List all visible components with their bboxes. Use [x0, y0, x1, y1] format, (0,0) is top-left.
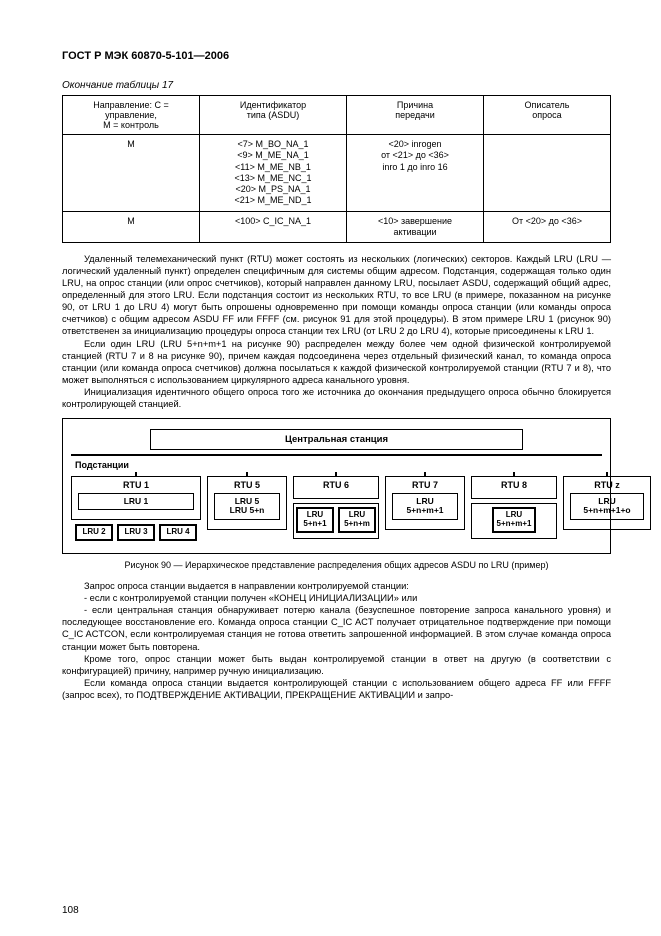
bus-line: [71, 454, 602, 456]
lru-small: LRU 5+n+m+1: [492, 507, 537, 533]
th-desc: Описатель опроса: [484, 96, 611, 135]
para-q2: - если с контролируемой станции получен …: [62, 592, 611, 604]
table-17-end: Направление: С = управление, М = контрол…: [62, 95, 611, 243]
table-cell-cause: <20> inrogenот <21> до <36>inro 1 до inr…: [347, 135, 484, 212]
th-asdu: Идентификатор типа (ASDU): [200, 96, 347, 135]
para-q4: Кроме того, опрос станции может быть выд…: [62, 653, 611, 677]
rtu-box: RTU 5 LRU 5 LRU 5+n: [207, 476, 287, 530]
rtu-sub-box: LRU 5+n+m+1: [471, 503, 557, 539]
rtu-title: RTU 7: [412, 480, 438, 490]
figure-90: Центральная станция Подстанции RTU 1 LRU …: [62, 418, 611, 554]
lru-main: LRU 5+n+m+1+o: [570, 493, 644, 520]
figure-90-caption: Рисунок 90 — Иерархическое представление…: [62, 560, 611, 570]
para-q5: Если команда опроса станции выдается кон…: [62, 677, 611, 701]
rtu-title: RTU 8: [501, 480, 527, 490]
table-cell-dir: M: [63, 135, 200, 212]
lru-main: LRU 5 LRU 5+n: [214, 493, 280, 520]
para-q1: Запрос опроса станции выдается в направл…: [62, 580, 611, 592]
rtu-box: RTU 7 LRU 5+n+m+1: [385, 476, 465, 530]
th-direction: Направление: С = управление, М = контрол…: [63, 96, 200, 135]
body-block-1: Удаленный телемеханический пункт (RTU) м…: [62, 253, 611, 410]
rtu-box: RTU 8: [471, 476, 557, 499]
lru-small: LRU 4: [159, 524, 197, 541]
rtu-title: RTU 6: [323, 480, 349, 490]
th-cause: Причина передачи: [347, 96, 484, 135]
table-caption: Окончание таблицы 17: [62, 80, 611, 91]
para-2: Если один LRU (LRU 5+n+m+1 на рисунке 90…: [62, 338, 611, 386]
para-q3: - если центральная станция обнаруживает …: [62, 604, 611, 652]
page-header: ГОСТ Р МЭК 60870-5-101—2006: [62, 50, 611, 62]
table-cell-desc: От <20> до <36>: [484, 211, 611, 243]
table-cell-asdu: <100> C_IC_NA_1: [200, 211, 347, 243]
lru-small: LRU 5+n+1: [296, 507, 334, 533]
rtu-sub-box: LRU 5+n+1LRU 5+n+m: [293, 503, 379, 539]
rtu-box: RTU 6: [293, 476, 379, 499]
page-number: 108: [62, 905, 79, 916]
lru-small: LRU 5+n+m: [338, 507, 376, 533]
para-1: Удаленный телемеханический пункт (RTU) м…: [62, 253, 611, 338]
rtu-sub-box: LRU 2LRU 3LRU 4: [76, 524, 196, 541]
rtu-box: RTU 1 LRU 1: [71, 476, 201, 520]
substations-label: Подстанции: [75, 460, 602, 470]
central-station-box: Центральная станция: [150, 429, 524, 450]
rtu-title: RTU z: [594, 480, 620, 490]
lru-small: LRU 2: [75, 524, 113, 541]
para-3: Инициализация идентичного общего опроса …: [62, 386, 611, 410]
rtu-title: RTU 1: [123, 480, 149, 490]
lru-main: LRU 5+n+m+1: [392, 493, 458, 520]
table-cell-dir: M: [63, 211, 200, 243]
table-cell-cause: <10> завершениеактивации: [347, 211, 484, 243]
lru-small: LRU 3: [117, 524, 155, 541]
body-block-2: Запрос опроса станции выдается в направл…: [62, 580, 611, 701]
table-cell-desc: [484, 135, 611, 212]
rtu-box: RTU z LRU 5+n+m+1+o: [563, 476, 651, 530]
lru-main: LRU 1: [78, 493, 194, 510]
rtu-title: RTU 5: [234, 480, 260, 490]
table-cell-asdu: <7> M_BO_NA_1<9> M_ME_NA_1<11> M_ME_NB_1…: [200, 135, 347, 212]
